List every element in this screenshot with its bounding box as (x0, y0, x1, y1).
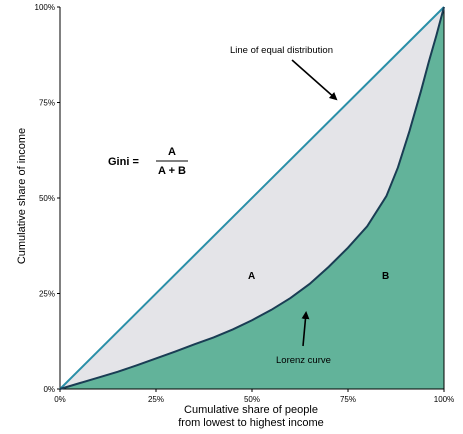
formula-denominator: A + B (158, 165, 186, 177)
formula-lhs: Gini = (108, 156, 139, 168)
x-tick-label: 25% (148, 395, 164, 404)
lorenz-curve-label: Lorenz curve (276, 355, 331, 366)
x-tick-label: 100% (434, 395, 454, 404)
x-tick-label: 50% (244, 395, 260, 404)
area-b (60, 7, 444, 389)
lorenz-curve-arrow (301, 311, 310, 347)
equal-distribution-line (59, 6, 445, 390)
region-b-label: B (382, 271, 389, 282)
lorenz-curve-line (59, 6, 445, 390)
equal-line-arrow (291, 59, 338, 101)
x-axis-title-line-1: Cumulative share of people (184, 404, 318, 416)
region-a-label: A (248, 271, 255, 282)
y-tick-label: 0% (43, 385, 55, 394)
equal-line-label: Line of equal distribution (230, 45, 333, 56)
y-axis-title: Cumulative share of income (16, 128, 28, 264)
y-tick-label: 100% (35, 3, 55, 12)
axis-ticks: 0% 25% 50% 75% 100% 0% 25% 50% 75% 100% (35, 3, 455, 404)
x-axis-title-line-2: from lowest to highest income (178, 417, 324, 429)
y-tick-label: 25% (39, 290, 55, 299)
formula-numerator: A (168, 146, 176, 158)
y-tick-label: 75% (39, 99, 55, 108)
gini-formula: Gini = A A + B (108, 146, 188, 177)
x-tick-label: 75% (340, 395, 356, 404)
x-tick-label: 0% (54, 395, 66, 404)
y-tick-label: 50% (39, 194, 55, 203)
